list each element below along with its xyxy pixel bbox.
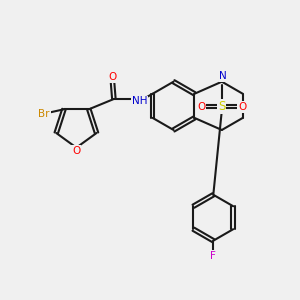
Text: S: S <box>218 100 226 113</box>
Text: O: O <box>197 102 206 112</box>
Text: N: N <box>219 71 227 81</box>
Text: F: F <box>210 251 216 261</box>
Text: O: O <box>72 146 80 156</box>
Text: O: O <box>238 102 247 112</box>
Text: Br: Br <box>38 109 50 119</box>
Text: O: O <box>108 72 116 82</box>
Text: NH: NH <box>132 96 147 106</box>
